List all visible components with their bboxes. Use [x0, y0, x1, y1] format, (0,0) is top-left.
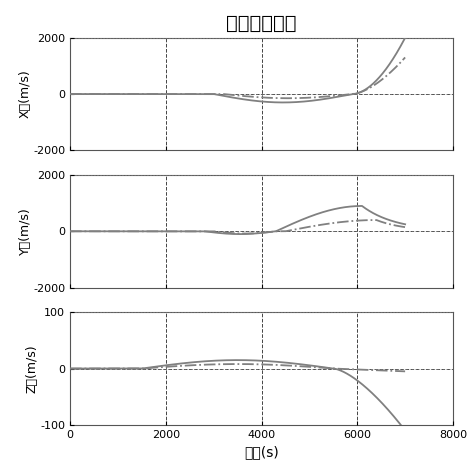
Y-axis label: X轴(m/s): X轴(m/s): [19, 70, 32, 118]
Y-axis label: Y轴(m/s): Y轴(m/s): [19, 207, 32, 255]
Title: 速度误差曲线: 速度误差曲线: [226, 15, 297, 34]
X-axis label: 时间(s): 时间(s): [244, 445, 279, 459]
Y-axis label: Z轴(m/s): Z轴(m/s): [26, 344, 39, 393]
